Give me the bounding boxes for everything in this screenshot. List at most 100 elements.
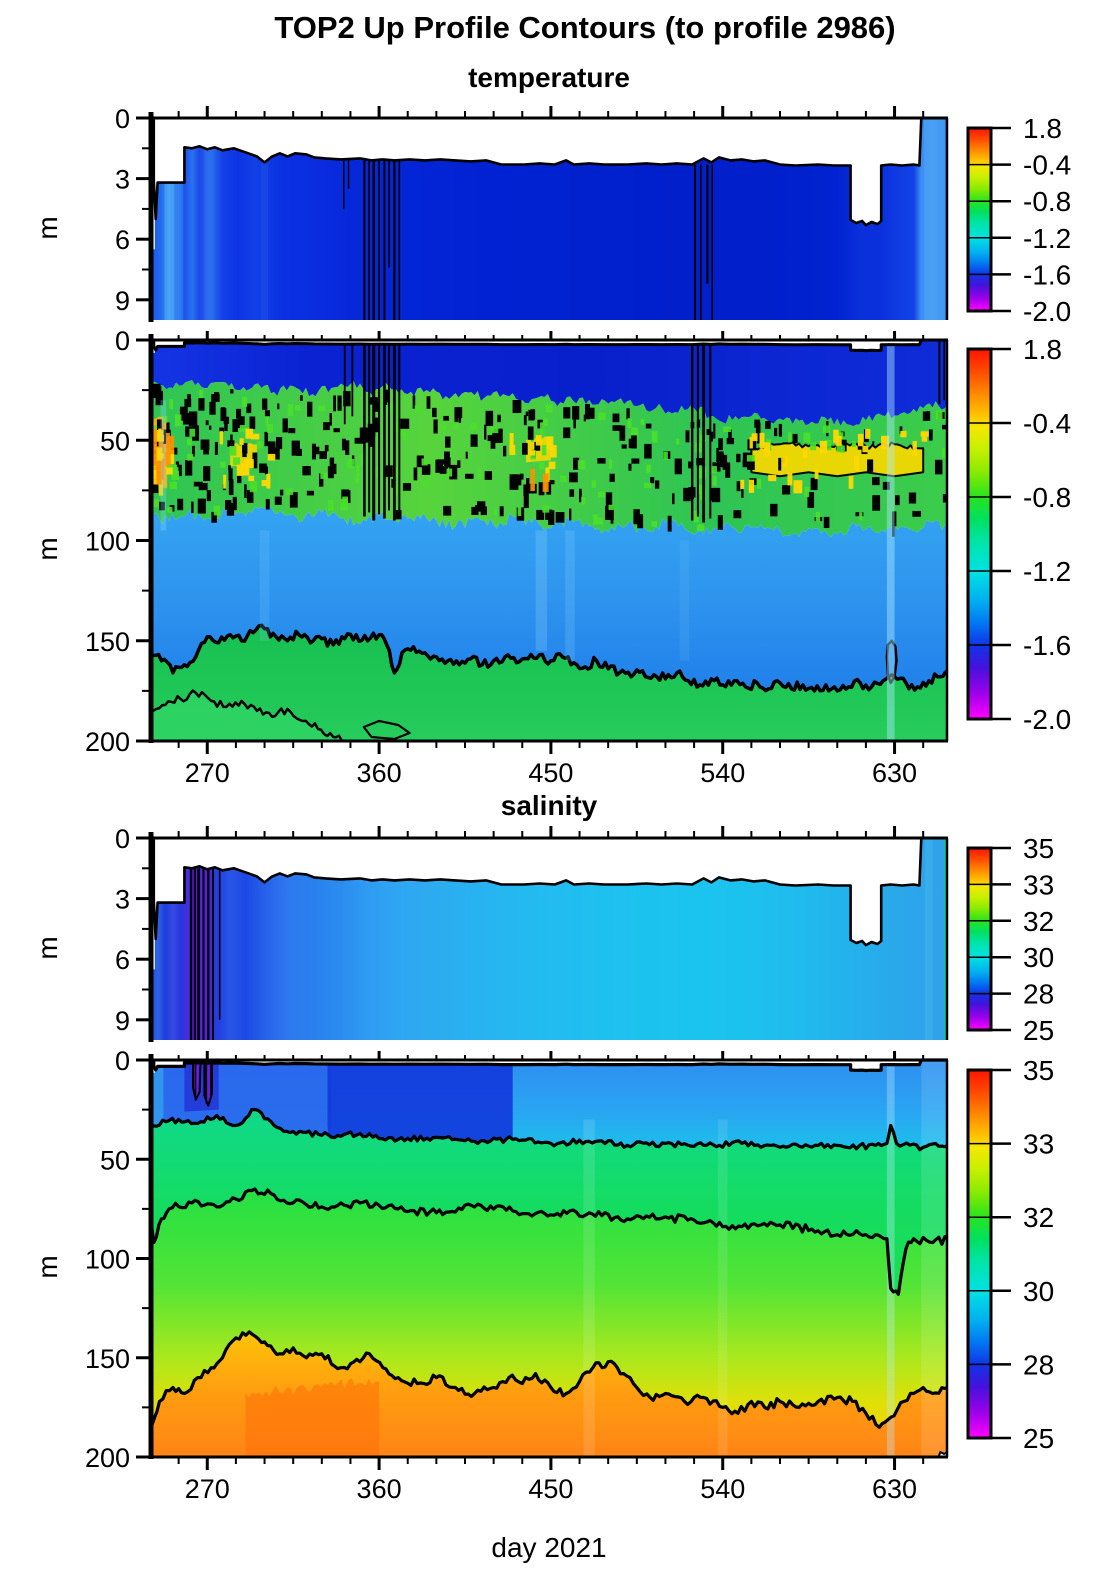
- green-blob: [414, 405, 422, 413]
- green-blob: [597, 491, 606, 498]
- green-blob: [746, 455, 755, 462]
- light-streak: [886, 340, 895, 741]
- light-streak: [583, 1119, 595, 1457]
- yellow-blob: [167, 450, 175, 465]
- turbulent-blob: [249, 416, 256, 430]
- turbulent-blob: [228, 479, 234, 496]
- green-blob: [491, 426, 499, 434]
- turbulent-blob: [224, 417, 228, 432]
- yellow-blob: [740, 479, 745, 490]
- turbulent-blob: [183, 413, 190, 425]
- patch: [245, 1378, 380, 1457]
- y-tick-label: 150: [85, 1344, 130, 1374]
- colorbar-tick-label: 30: [1023, 1276, 1054, 1307]
- colorbar-tick-label: -1.6: [1023, 259, 1071, 290]
- turbulent-blob: [343, 391, 351, 407]
- cb-temp-shallow: 1.8 -0.4 -0.8 -1.2 -1.6 -2.0: [966, 113, 1071, 327]
- x-tick-label: 450: [528, 1474, 573, 1504]
- orange-blob: [542, 473, 549, 492]
- yellow-blob: [782, 456, 788, 467]
- green-blob: [152, 499, 159, 508]
- yellow-blob: [550, 445, 557, 458]
- green-blob: [723, 426, 731, 433]
- turbulent-blob: [175, 461, 180, 468]
- green-blob: [538, 462, 545, 470]
- turbulent-blob: [246, 403, 252, 414]
- turbulent-blob: [188, 411, 198, 427]
- green-blob: [422, 479, 429, 488]
- turbulent-blob: [426, 396, 431, 409]
- region: [150, 838, 948, 1040]
- turbulent-blob: [516, 474, 522, 486]
- turbulent-blob: [184, 398, 192, 408]
- green-blob: [581, 497, 586, 505]
- surface-contour-line: [152, 836, 948, 947]
- panel-salinity-deep: [150, 1058, 948, 1458]
- yellow-blob: [748, 479, 755, 493]
- x-tick-label: 360: [357, 758, 402, 788]
- turbulent-blob: [367, 423, 376, 437]
- turbulent-blob: [277, 403, 280, 410]
- turbulent-blob: [265, 499, 270, 510]
- green-blob: [327, 499, 334, 511]
- turbulent-blob: [747, 460, 755, 470]
- region: [150, 1189, 948, 1428]
- turbulent-blob: [579, 490, 582, 496]
- yellow-blob: [219, 431, 224, 445]
- x-tick-label: 450: [528, 758, 573, 788]
- turbulent-blob: [756, 433, 760, 444]
- turbulent-blob: [741, 488, 744, 498]
- turbulent-blob: [244, 484, 247, 499]
- cb-sal-shallow: 35 33 32 30 28 25: [966, 833, 1054, 1046]
- yellow-blob: [509, 433, 514, 449]
- yellow-blob: [244, 459, 254, 469]
- turbulent-blob: [563, 427, 571, 439]
- turbulent-blob: [612, 413, 620, 423]
- y-tick-label: 150: [85, 627, 130, 657]
- green-blob: [598, 412, 606, 421]
- turbulent-blob: [631, 458, 640, 464]
- panel-temperature-shallow: [150, 116, 948, 320]
- turbulent-blob: [922, 411, 931, 421]
- patch: [192, 1059, 202, 1101]
- green-blob: [608, 504, 614, 510]
- yellow-blob: [881, 435, 890, 450]
- turbulent-blob: [947, 455, 948, 462]
- turbulent-blob: [546, 480, 555, 485]
- surface-contour-line: [152, 338, 948, 353]
- y-tick-label: 100: [85, 1245, 130, 1275]
- turbulent-blob: [421, 464, 431, 475]
- turbulent-blob: [439, 466, 449, 474]
- green-blob: [859, 512, 863, 521]
- green-blob: [318, 405, 326, 412]
- contour-line: [150, 1330, 948, 1429]
- colorbar-tick-label: -2.0: [1023, 296, 1071, 327]
- green-blob: [597, 517, 603, 525]
- yellow-blob: [751, 433, 758, 442]
- green-blob: [810, 442, 817, 451]
- turbulent-blob: [755, 422, 761, 437]
- turbulent-blob: [208, 425, 212, 430]
- green-blob: [591, 480, 597, 489]
- light-streak: [177, 148, 184, 320]
- green-blob: [836, 444, 843, 453]
- green-blob: [189, 428, 196, 437]
- region: [150, 1109, 948, 1295]
- yellow-blob: [239, 438, 244, 445]
- green-blob: [837, 432, 844, 440]
- x-tick-label: 540: [700, 1474, 745, 1504]
- turbulent-blob: [908, 492, 917, 504]
- turbulent-blob: [368, 431, 374, 447]
- turbulent-blob: [736, 481, 741, 492]
- green-blob: [543, 418, 548, 427]
- turbulent-blob: [198, 398, 205, 411]
- green-blob: [577, 460, 586, 470]
- green-blob: [199, 389, 204, 398]
- green-blob: [698, 484, 705, 495]
- yellow-blob: [749, 437, 753, 449]
- x-tick-label: 360: [357, 1474, 402, 1504]
- turbulent-blob: [545, 509, 553, 520]
- turbulent-blob: [432, 407, 437, 418]
- colorbar-tick-label: -0.8: [1023, 482, 1071, 513]
- turbulent-blob: [400, 418, 410, 429]
